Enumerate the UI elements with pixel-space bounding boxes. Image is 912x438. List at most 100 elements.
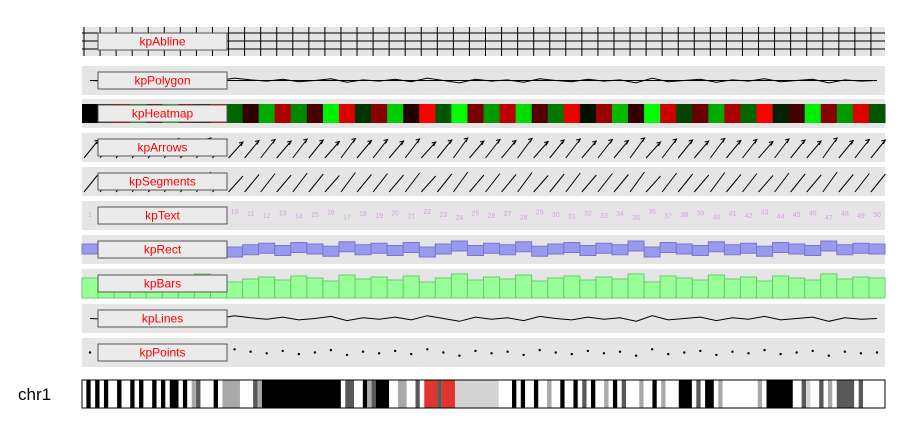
arrow-head [270, 138, 277, 144]
segment [469, 174, 485, 193]
heatmap-cell [515, 104, 533, 123]
arrow-head [576, 138, 582, 144]
segment [292, 172, 308, 193]
chromosome-band [762, 380, 767, 408]
arrow [292, 138, 308, 159]
heatmap-cell [387, 104, 404, 123]
bar-mark [386, 279, 404, 299]
point-mark [393, 349, 397, 353]
chromosome-band [700, 380, 706, 408]
panel-label-box [97, 32, 228, 51]
arrow-head [688, 139, 694, 145]
rect-mark [547, 243, 565, 255]
point-mark [249, 350, 252, 353]
segment [726, 174, 742, 193]
chromosome-band [612, 380, 618, 408]
arrow [645, 141, 661, 159]
chromosome-band [547, 380, 552, 408]
rect-mark [756, 245, 774, 257]
rect-mark [322, 245, 340, 257]
chromosome-band [858, 380, 864, 408]
chromosome-band [551, 380, 561, 408]
chromosome-band [86, 380, 91, 408]
rect-mark [81, 243, 99, 255]
segment [645, 175, 661, 193]
point-mark [442, 351, 445, 354]
segment [501, 174, 517, 193]
heatmap-cell [451, 104, 468, 123]
chromosome-band [819, 380, 824, 408]
chromosome-band [103, 380, 109, 408]
heatmap-cell [708, 104, 725, 123]
text-label: 30 [552, 212, 560, 219]
rect-mark [531, 245, 549, 257]
arrow-head [479, 140, 485, 146]
arrow-head [784, 138, 790, 144]
arrow [485, 139, 501, 159]
arrow [83, 139, 99, 159]
heatmap-cell [355, 104, 372, 123]
chromosome-band [257, 380, 262, 408]
arrow [228, 141, 244, 159]
arrow-head [383, 138, 389, 144]
chromosome-band [516, 380, 521, 408]
rect-mark [643, 246, 661, 258]
segment [485, 173, 501, 193]
arrow [404, 138, 421, 159]
rect-mark [354, 244, 372, 256]
arrow [260, 139, 276, 159]
heatmap-cell [644, 104, 661, 123]
heatmap-cell [274, 104, 292, 123]
chromosome-name: chr1 [18, 385, 51, 404]
chromosome-band [718, 380, 723, 408]
chromosome-band [573, 380, 578, 408]
chromosome-band [582, 380, 587, 408]
arrow [244, 140, 260, 159]
bar-mark [306, 277, 324, 299]
heatmap-cell [579, 104, 597, 123]
bar-mark [772, 275, 790, 299]
rect-mark [466, 245, 485, 256]
chromosome-band [99, 380, 104, 408]
text-label: 24 [456, 215, 464, 222]
bar-mark [868, 277, 886, 299]
segment [613, 174, 629, 193]
panel-bars: kpBars [81, 269, 886, 299]
chromosome-band [375, 380, 390, 408]
chromosome-band [678, 380, 692, 408]
segment [517, 172, 533, 193]
arrow-head [511, 139, 517, 145]
chromosome-band [437, 380, 442, 408]
panel-label: kpText [145, 209, 180, 223]
arrow [726, 140, 742, 159]
point-mark [827, 354, 830, 357]
segment [854, 173, 870, 193]
arrow-head [720, 137, 726, 143]
rect-mark [804, 245, 822, 256]
bar-mark [659, 275, 677, 299]
chromosome-band [863, 380, 885, 408]
bar-mark [242, 278, 260, 299]
point-mark [265, 352, 268, 355]
bar-mark [434, 277, 452, 299]
chromosome-band [806, 380, 811, 408]
bar-mark [804, 279, 822, 299]
heatmap-cell [306, 104, 324, 123]
chromosome-band [560, 380, 565, 408]
text-label: 1 [88, 212, 92, 219]
text-label: 49 [857, 213, 865, 220]
chromosome-band [165, 380, 170, 408]
point-mark [586, 349, 590, 353]
arrow [533, 141, 549, 159]
text-label: 16 [327, 210, 335, 217]
bar-mark [579, 279, 597, 299]
chromosome-band [345, 380, 355, 408]
text-label: 19 [375, 213, 383, 220]
arrow [581, 140, 597, 159]
point-mark [233, 348, 236, 351]
heatmap-cell [338, 104, 356, 123]
heatmap-cell [868, 104, 886, 123]
arrow [452, 137, 469, 159]
bar-mark [483, 276, 501, 299]
heatmap-cell [371, 104, 388, 123]
